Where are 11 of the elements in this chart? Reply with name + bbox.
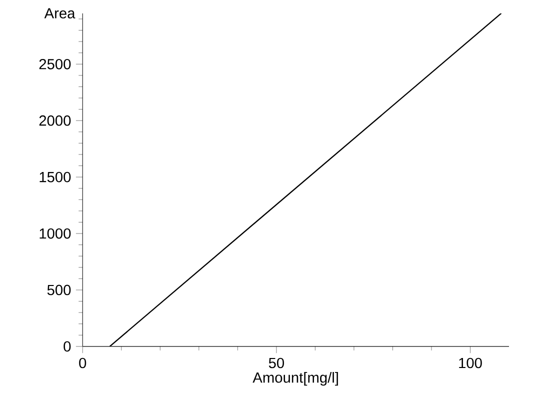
y-tick-label: 500 (47, 284, 71, 296)
x-tick-label: 100 (459, 358, 482, 368)
y-tick-label: 0 (64, 341, 71, 352)
y-tick-label: 1000 (40, 228, 71, 239)
y-tick-label: 2500 (39, 59, 71, 70)
x-tick-label: 50 (268, 358, 284, 368)
x-axis-title: Amount[mg/l] (252, 372, 338, 386)
x-tick-label: 0 (79, 358, 86, 368)
y-tick-label: 1500 (40, 172, 71, 182)
y-axis-title: Area (44, 8, 76, 19)
y-tick-label: 2000 (39, 116, 71, 126)
